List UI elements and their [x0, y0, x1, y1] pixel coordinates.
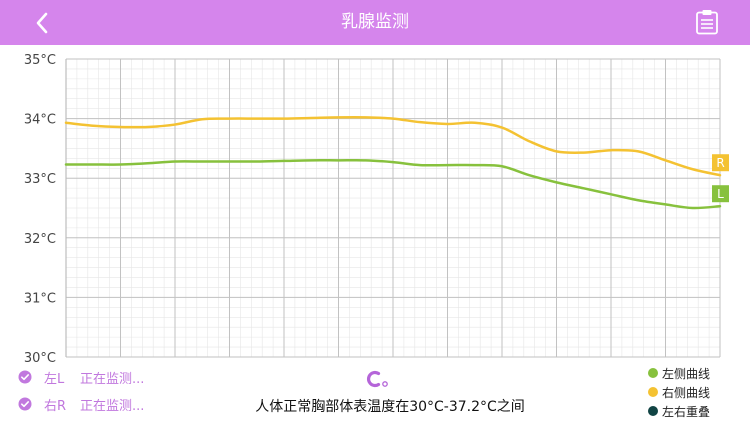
- clipboard-icon: [696, 10, 718, 35]
- legend-label: 左侧曲线: [662, 366, 711, 381]
- brand-logo-icon: [366, 370, 388, 388]
- back-button[interactable]: [28, 8, 58, 38]
- series-line: [64, 158, 722, 210]
- series-end-label: L: [717, 187, 724, 201]
- y-tick-label: 30°C: [24, 351, 56, 365]
- status-side-label: 右R: [44, 398, 67, 414]
- status-side-label: 左L: [44, 371, 65, 387]
- legend-left-curve: 左侧曲线: [648, 364, 710, 382]
- legend-dot: [648, 406, 658, 416]
- series-line: [64, 116, 722, 177]
- check-circle-icon: [18, 397, 32, 411]
- series-end-label: R: [716, 156, 724, 170]
- legend-dot: [648, 368, 658, 378]
- series-end-badge: [712, 154, 729, 172]
- y-tick-label: 33°C: [24, 172, 56, 187]
- y-tick-label: 34°C: [24, 113, 56, 128]
- top-bar: 乳腺监测: [0, 0, 750, 45]
- series-end-badge: [712, 185, 729, 203]
- legend-label: 右侧曲线: [662, 385, 711, 400]
- temperature-note: 人体正常胸部体表温度在30°C-37.2°C之间: [255, 399, 525, 415]
- page-title: 乳腺监测: [341, 12, 409, 32]
- chevron-left-icon: [36, 12, 48, 34]
- report-button[interactable]: [694, 9, 720, 35]
- check-circle-icon: [18, 370, 32, 384]
- temperature-chart: 35°C 34°C 33°C 32°C 31°C 30°C L R: [24, 53, 729, 365]
- y-tick-label: 35°C: [24, 53, 56, 68]
- legend-label: 左右重叠: [662, 404, 711, 419]
- status-left: 左L 正在监测...: [18, 366, 144, 388]
- legend-overlap: 左右重叠: [648, 402, 710, 420]
- legend-dot: [648, 387, 658, 397]
- status-text: 正在监测...: [80, 398, 145, 414]
- y-tick-label: 31°C: [24, 291, 56, 306]
- status-right: 右R 正在监测...: [18, 393, 144, 415]
- y-tick-label: 32°C: [24, 232, 56, 247]
- legend-right-curve: 右侧曲线: [648, 383, 710, 401]
- status-text: 正在监测...: [80, 371, 145, 387]
